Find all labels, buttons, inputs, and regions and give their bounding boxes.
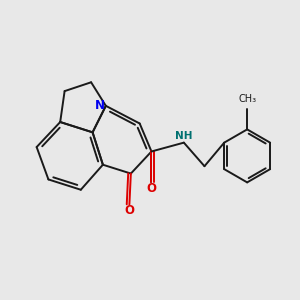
Text: CH₃: CH₃ (238, 94, 256, 104)
Text: N: N (95, 99, 105, 112)
Text: O: O (124, 205, 134, 218)
Text: O: O (146, 182, 157, 195)
Text: NH: NH (175, 131, 193, 141)
